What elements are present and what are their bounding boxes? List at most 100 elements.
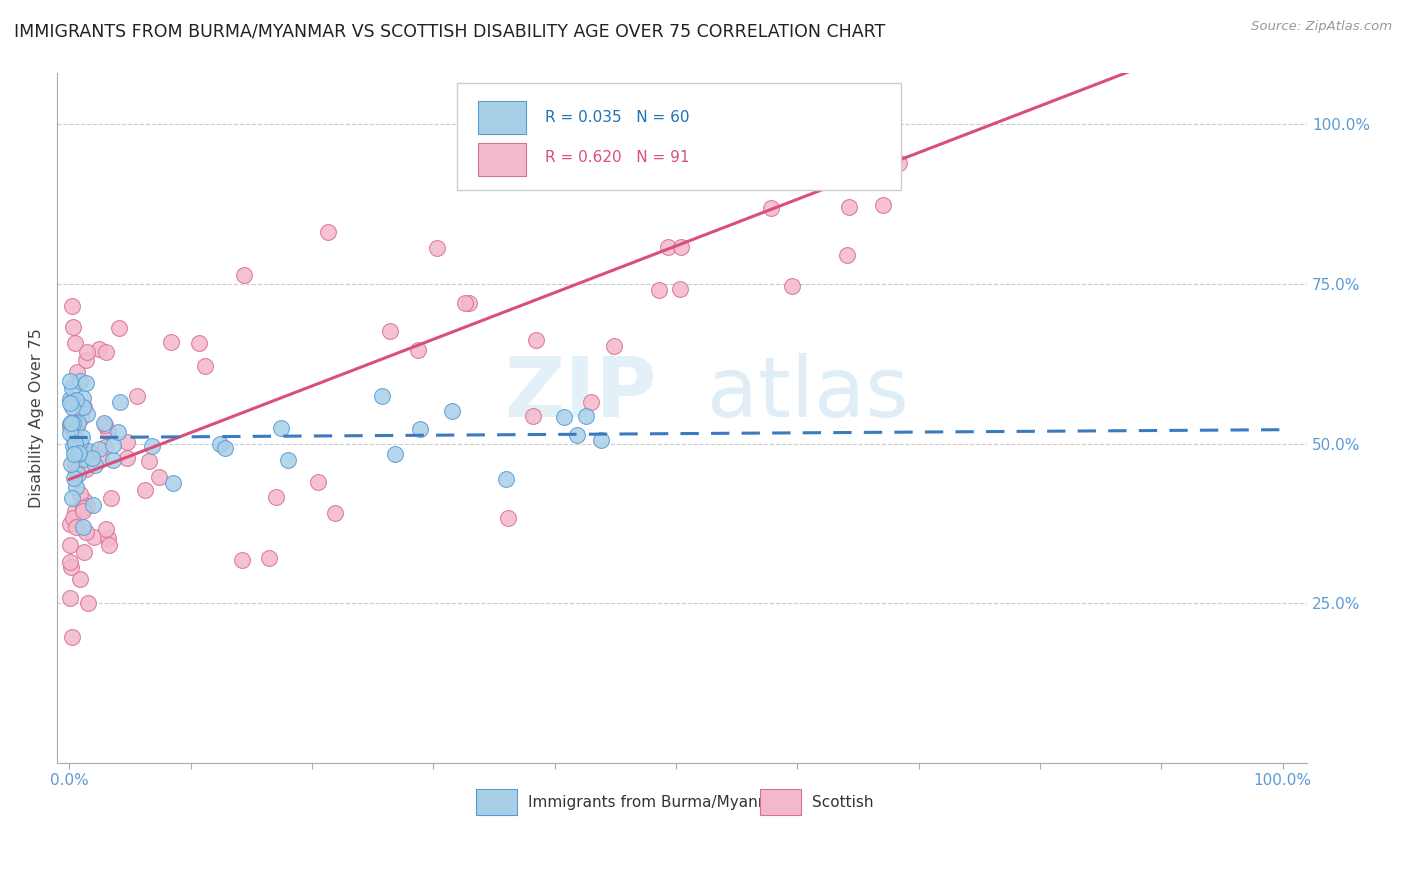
Point <box>60 417 83 431</box>
Point <box>65 464 87 478</box>
Point <box>160 334 183 349</box>
Point <box>257 551 280 566</box>
Point <box>647 284 669 298</box>
Point <box>60 630 83 644</box>
Point <box>60 491 83 505</box>
Point <box>838 200 860 214</box>
Point <box>60 381 83 395</box>
Point <box>65 335 87 350</box>
Point <box>141 439 163 453</box>
Point <box>75 353 97 368</box>
Point <box>70 411 93 425</box>
Point <box>62 439 84 453</box>
Point <box>80 449 103 463</box>
Point <box>97 424 120 438</box>
Text: R = 0.620   N = 91: R = 0.620 N = 91 <box>544 151 689 165</box>
Point <box>87 442 110 456</box>
Point <box>59 419 82 434</box>
Point <box>67 416 90 430</box>
Point <box>75 376 97 391</box>
Point <box>887 156 910 170</box>
Point <box>80 450 103 465</box>
Point <box>138 454 160 468</box>
Point <box>101 438 124 452</box>
Point <box>66 467 89 482</box>
Point <box>65 520 87 534</box>
Point <box>769 104 792 119</box>
Point <box>856 104 879 119</box>
Point <box>115 450 138 465</box>
Point <box>66 418 89 433</box>
Point <box>63 445 86 459</box>
Point <box>603 339 626 353</box>
Point <box>72 391 94 405</box>
FancyBboxPatch shape <box>478 143 526 176</box>
Point <box>82 498 104 512</box>
Point <box>72 452 94 467</box>
Point <box>63 457 86 471</box>
Point <box>62 319 84 334</box>
FancyBboxPatch shape <box>477 789 517 814</box>
Point <box>72 520 94 534</box>
Point <box>89 342 111 356</box>
Point <box>426 241 449 255</box>
Point <box>59 392 82 407</box>
Point <box>657 240 679 254</box>
Text: Immigrants from Burma/Myanmar: Immigrants from Burma/Myanmar <box>529 795 789 810</box>
Point <box>231 552 253 566</box>
Point <box>108 321 131 335</box>
Point <box>801 104 824 119</box>
Point <box>72 401 94 415</box>
Point <box>67 446 90 460</box>
Point <box>553 410 575 425</box>
Point <box>72 500 94 515</box>
Point <box>77 444 100 458</box>
Point <box>454 296 477 310</box>
Point <box>69 434 91 449</box>
Point <box>93 417 115 431</box>
Point <box>495 472 517 486</box>
Point <box>524 333 547 347</box>
Point <box>668 282 690 296</box>
Point <box>148 470 170 484</box>
Text: Scottish: Scottish <box>813 795 873 810</box>
Point <box>115 434 138 449</box>
Point <box>371 389 394 403</box>
Point <box>214 441 236 455</box>
Point <box>60 400 83 414</box>
Text: atlas: atlas <box>707 353 908 434</box>
Point <box>90 451 112 466</box>
Point <box>589 433 612 447</box>
Point <box>96 531 118 545</box>
Point <box>835 248 858 262</box>
Point <box>93 417 115 432</box>
Point <box>406 343 429 357</box>
Point <box>60 457 83 471</box>
Point <box>671 240 693 254</box>
Point <box>384 447 406 461</box>
Point <box>307 475 329 490</box>
Point <box>316 225 339 239</box>
Point <box>69 375 91 389</box>
Point <box>162 476 184 491</box>
Point <box>59 416 82 430</box>
Point <box>63 428 86 442</box>
Point <box>76 596 98 610</box>
Text: ZIP: ZIP <box>505 353 657 434</box>
Point <box>125 389 148 403</box>
Point <box>666 161 689 176</box>
Point <box>76 407 98 421</box>
Point <box>59 516 82 531</box>
Point <box>188 336 211 351</box>
Point <box>496 511 519 525</box>
Point <box>59 396 82 410</box>
Point <box>63 470 86 484</box>
Point <box>60 416 83 430</box>
Point <box>756 105 779 120</box>
Point <box>94 440 117 454</box>
Point <box>208 437 231 451</box>
Text: R = 0.035   N = 60: R = 0.035 N = 60 <box>544 110 689 125</box>
Point <box>59 417 82 432</box>
FancyBboxPatch shape <box>457 83 901 190</box>
Point <box>323 506 346 520</box>
